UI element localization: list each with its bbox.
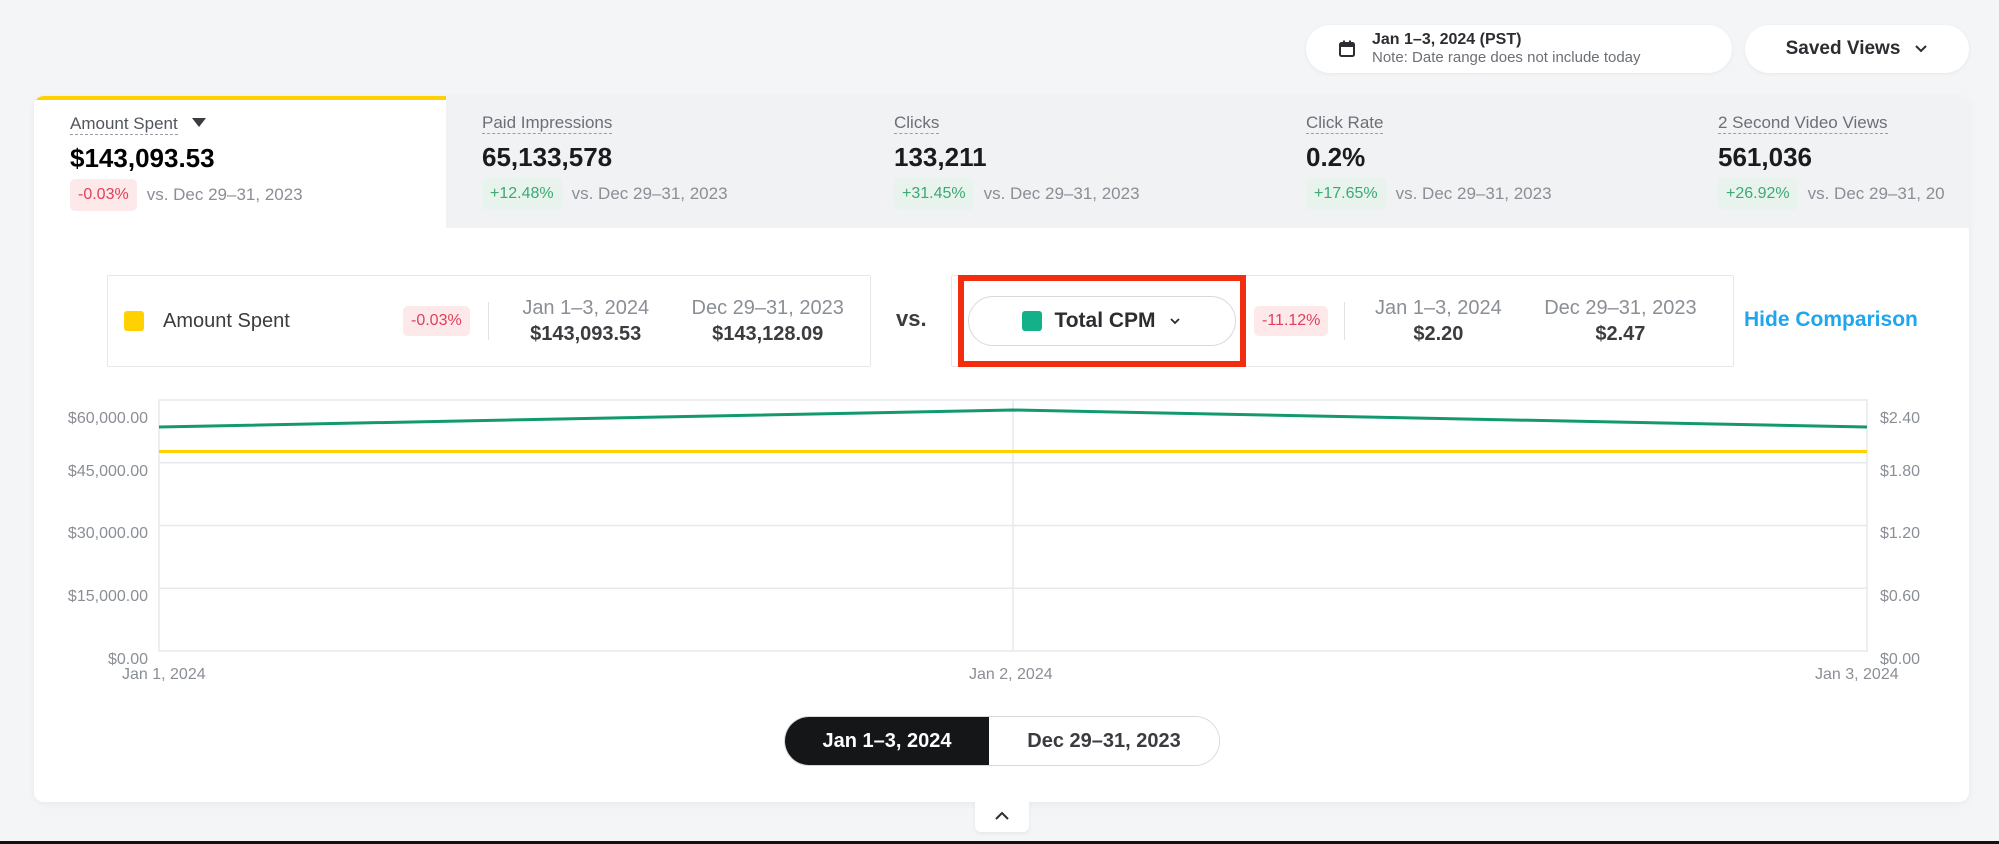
y-tick-right: $1.20 [1880,525,1921,542]
y-tick-left: $30,000.00 [67,525,148,542]
previous-period-value: $2.47 [1595,323,1646,345]
primary-metric-name: Amount Spent [163,309,290,332]
saved-views-dropdown[interactable]: Saved Views [1745,25,1969,73]
metric-tabs: Amount Spent $143,093.53 -0.03% vs. Dec … [34,96,1969,228]
tab-paid-impressions[interactable]: Paid Impressions 65,133,578 +12.48% vs. … [446,96,858,228]
period-toggle: Jan 1–3, 2024 Dec 29–31, 2023 [784,716,1220,766]
comparison-period: vs. Dec 29–31, 2023 [1395,184,1552,203]
delta-badge: +17.65% [1306,178,1386,210]
divider [487,302,489,340]
amount-spent-swatch [124,311,144,331]
tab-label: Clicks [894,113,940,134]
tab-amount-spent[interactable]: Amount Spent $143,093.53 -0.03% vs. Dec … [34,96,446,228]
metrics-card: Amount Spent $143,093.53 -0.03% vs. Dec … [34,96,1969,802]
divider [1344,302,1346,340]
vs-label: vs. [896,306,927,331]
bottom-edge [0,841,1999,844]
x-tick: Jan 3, 2024 [1815,666,1899,683]
chevron-down-icon [1915,45,1928,53]
comparison-period: vs. Dec 29–31, 2023 [983,184,1140,203]
current-period-label: Jan 1–3, 2024 [1375,297,1502,319]
comparison-period: vs. Dec 29–31, 2023 [571,184,728,203]
secondary-delta-badge: -11.12% [1254,306,1329,336]
x-tick: Jan 2, 2024 [969,666,1053,683]
tab-label: Click Rate [1306,113,1384,134]
delta-badge: +26.92% [1718,178,1798,210]
line-chart: $60,000.00 $45,000.00 $30,000.00 $15,000… [34,386,1969,668]
y-tick-left: $15,000.00 [67,588,148,605]
tab-value: $143,093.53 [70,143,215,173]
date-range-picker[interactable]: Jan 1–3, 2024 (PST) Note: Date range doe… [1306,25,1732,73]
y-tick-left: $60,000.00 [67,410,148,427]
comparison-metric-label: Total CPM [1054,309,1156,332]
highlight-box: Total CPM [958,275,1246,367]
comparison-metric-dropdown[interactable]: Total CPM [968,296,1236,346]
comparison-period: vs. Dec 29–31, 20 [1807,184,1945,203]
calendar-icon [1339,40,1355,57]
y-tick-right: $0.60 [1880,588,1921,605]
y-tick-right: $2.40 [1880,410,1921,427]
total-cpm-swatch [1022,311,1043,331]
delta-badge: +31.45% [894,178,974,210]
chevron-up-icon [995,811,1009,820]
y-tick-left: $45,000.00 [67,463,148,480]
previous-period-value: $143,128.09 [712,323,824,345]
secondary-metric-summary: Total CPM -11.12% Jan 1–3, 2024 $2.20 De… [951,275,1734,367]
tab-value: 0.2% [1306,142,1366,172]
delta-badge: +12.48% [482,178,562,210]
previous-period-label: Dec 29–31, 2023 [691,297,844,319]
caret-down-icon[interactable] [191,118,206,127]
tab-click-rate[interactable]: Click Rate 0.2% +17.65% vs. Dec 29–31, 2… [1270,96,1682,228]
tab-value: 65,133,578 [482,142,613,172]
previous-period-label: Dec 29–31, 2023 [1544,297,1697,319]
date-range-label: Jan 1–3, 2024 (PST) [1372,31,1522,48]
collapse-button[interactable] [975,800,1029,832]
date-range-note: Note: Date range does not include today [1372,49,1641,66]
tab-value: 133,211 [894,142,987,172]
primary-metric-summary: Amount Spent -0.03% Jan 1–3, 2024 $143,0… [107,275,871,367]
y-tick-right: $1.80 [1880,463,1921,480]
delta-badge: -0.03% [70,179,137,211]
period-current-button[interactable]: Jan 1–3, 2024 [785,717,989,765]
tab-clicks[interactable]: Clicks 133,211 +31.45% vs. Dec 29–31, 20… [858,96,1270,228]
period-previous-button[interactable]: Dec 29–31, 2023 [989,717,1219,765]
tab-label: Amount Spent [70,114,178,135]
tab-2-second-video-views[interactable]: 2 Second Video Views 561,036 +26.92% vs.… [1682,96,1969,228]
total-cpm-line [158,408,1868,429]
chart-plot [158,399,1868,652]
chevron-down-icon [1169,318,1180,325]
hide-comparison-link[interactable]: Hide Comparison [1744,308,1918,331]
tab-label: Paid Impressions [482,113,613,134]
comparison-period: vs. Dec 29–31, 2023 [146,185,303,204]
primary-delta-badge: -0.03% [403,306,470,336]
saved-views-label: Saved Views [1785,38,1901,59]
current-period-value: $2.20 [1413,323,1464,345]
tab-value: 561,036 [1718,142,1812,172]
current-period-label: Jan 1–3, 2024 [522,297,650,319]
y-tick-right: $0.00 [1880,651,1921,668]
tab-label: 2 Second Video Views [1718,113,1888,134]
y-tick-left: $0.00 [107,651,148,668]
current-period-value: $143,093.53 [530,323,642,345]
x-tick: Jan 1, 2024 [122,666,206,683]
